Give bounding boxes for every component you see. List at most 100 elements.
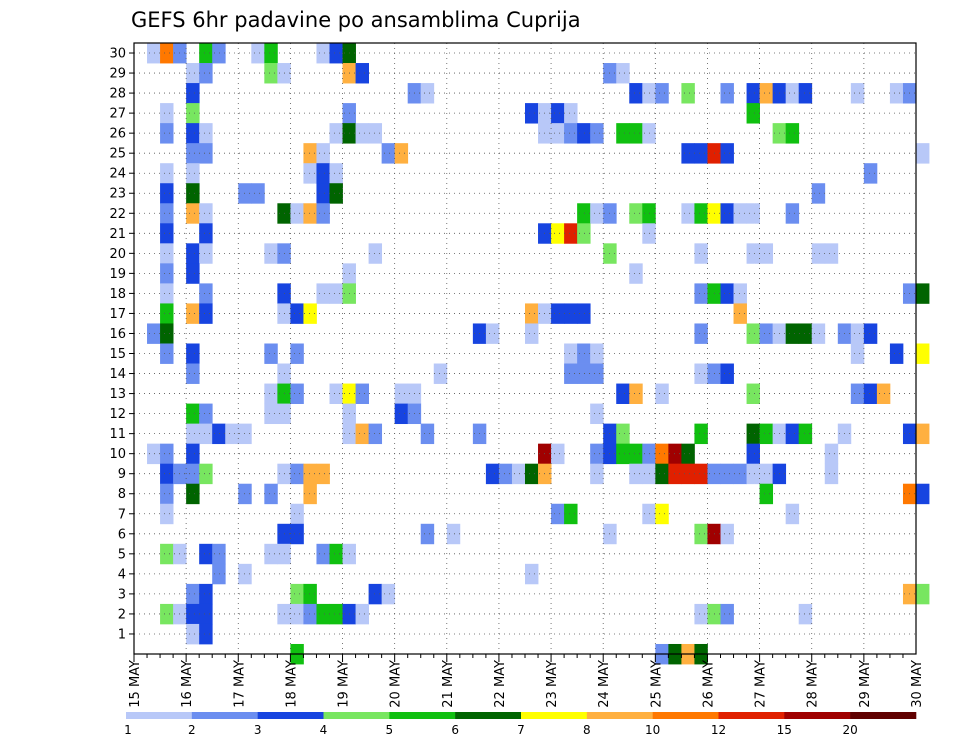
legend-label: 1 <box>124 723 132 737</box>
precip-cell <box>694 463 708 485</box>
x-tick-label: 29 MAY <box>858 660 873 708</box>
precip-cell <box>225 423 239 445</box>
legend-swatch <box>718 712 785 719</box>
precip-cell <box>199 303 213 324</box>
precip-cell <box>681 463 695 485</box>
y-tick-label: 3 <box>118 587 126 602</box>
precip-cell <box>746 443 760 465</box>
precip-cell <box>251 183 265 204</box>
precip-cell <box>759 323 774 344</box>
precip-cell <box>199 123 213 144</box>
precip-cell <box>785 503 800 525</box>
precip-cell <box>720 363 734 384</box>
precip-cell <box>355 383 369 404</box>
y-tick-label: 11 <box>109 427 126 442</box>
precip-cell <box>629 203 643 224</box>
precip-cell <box>160 283 174 304</box>
legend-swatch <box>257 712 324 719</box>
precip-cell <box>746 203 760 224</box>
precip-cell <box>160 263 174 284</box>
precip-cell <box>329 163 343 184</box>
precip-cell <box>329 283 343 304</box>
x-tick-label: 24 MAY <box>597 660 612 708</box>
precip-cell <box>212 423 226 445</box>
precip-cell <box>889 83 904 104</box>
precip-cell <box>746 243 760 264</box>
precip-cell <box>264 403 278 425</box>
y-tick-label: 13 <box>109 387 126 402</box>
precip-cell <box>629 123 643 144</box>
y-tick-label: 29 <box>109 67 126 82</box>
y-tick-label: 24 <box>109 167 126 182</box>
precip-cell <box>824 243 839 264</box>
precip-cell <box>420 83 435 104</box>
precip-cell <box>694 203 708 224</box>
precip-cell <box>720 83 734 104</box>
legend-label: 15 <box>777 723 792 737</box>
precip-cell <box>811 243 826 264</box>
precip-cell <box>199 623 213 645</box>
precip-cell <box>785 123 800 144</box>
precip-cell <box>798 423 813 445</box>
precip-cell <box>251 43 265 64</box>
precip-cell <box>329 543 343 565</box>
precip-cell <box>147 43 161 64</box>
precip-cell <box>850 343 865 364</box>
precip-cell <box>759 83 774 104</box>
precip-cell <box>160 163 174 184</box>
x-tick-label: 22 MAY <box>493 660 508 708</box>
precip-cell <box>850 83 865 104</box>
precip-cell <box>160 43 174 64</box>
precip-cell <box>290 583 304 605</box>
precip-cell <box>485 323 500 344</box>
precip-cell <box>564 303 578 324</box>
legend-swatch <box>126 712 193 719</box>
precip-cell <box>199 403 213 425</box>
y-tick-label: 2 <box>118 607 126 622</box>
precip-cell <box>785 423 800 445</box>
precip-cell <box>199 603 213 625</box>
precip-cell <box>355 603 369 625</box>
precip-cell <box>629 83 643 104</box>
precip-cell <box>186 163 200 184</box>
y-tick-label: 28 <box>109 87 126 102</box>
y-tick-label: 1 <box>118 627 126 642</box>
precip-cell <box>264 43 278 64</box>
y-tick-label: 7 <box>118 507 126 522</box>
precip-cell <box>186 443 200 465</box>
legend-label: 20 <box>843 723 858 737</box>
precip-cell <box>668 463 682 485</box>
precip-cell <box>199 43 213 64</box>
precip-cell <box>863 163 878 184</box>
precip-cell <box>668 443 682 465</box>
precip-cell <box>329 383 343 404</box>
precip-cell <box>394 383 409 404</box>
precip-cell <box>290 503 304 525</box>
precip-cell <box>186 603 200 625</box>
precip-cell <box>551 223 565 244</box>
x-tick-label: 15 MAY <box>128 660 143 708</box>
precip-cell <box>485 463 500 485</box>
precip-cell <box>160 603 174 625</box>
precip-cell <box>160 223 174 244</box>
precip-cell <box>199 143 213 164</box>
precip-cell <box>186 103 200 124</box>
precip-cell <box>629 383 643 404</box>
precip-cell <box>186 183 200 204</box>
precip-cell <box>577 303 591 324</box>
precip-cell <box>655 383 669 404</box>
precip-cell <box>160 503 174 525</box>
precip-cell <box>590 363 604 384</box>
chart-title: GEFS 6hr padavine po ansamblima Cuprija <box>131 8 581 32</box>
precip-cell <box>303 163 317 184</box>
precip-cell <box>629 263 643 284</box>
precip-cell <box>316 203 330 224</box>
legend-swatch <box>455 712 522 719</box>
precip-cell <box>746 83 760 104</box>
precip-cell <box>850 323 865 344</box>
legend-swatch <box>323 712 390 719</box>
precip-cell <box>590 343 604 364</box>
precip-cell <box>446 523 461 545</box>
precip-cell <box>381 583 396 605</box>
precip-cell <box>368 243 383 264</box>
